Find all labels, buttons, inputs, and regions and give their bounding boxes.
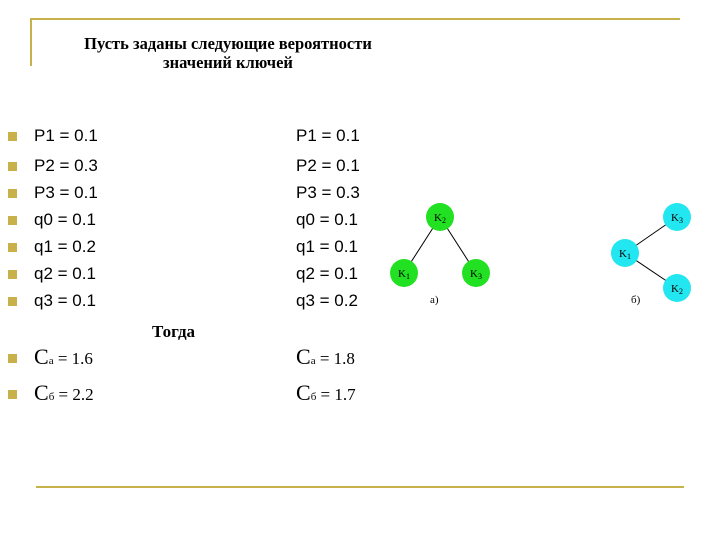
slide-title: Пусть заданы следующие вероятности значе… — [48, 34, 408, 72]
tree-a-node-right: K3 — [462, 259, 490, 287]
bullet-icon — [8, 243, 17, 252]
prob-left: P1 = 0.1 — [34, 126, 98, 145]
bullet-icon — [8, 390, 17, 399]
svg-text:K3: K3 — [671, 212, 683, 225]
cost-right: Cа = 1.8 — [296, 344, 355, 369]
prob-right: q0 = 0.1 — [296, 210, 358, 229]
svg-text:K3: K3 — [470, 268, 482, 281]
prob-right: P3 = 0.3 — [296, 183, 360, 202]
prob-left: q3 = 0.1 — [34, 291, 96, 310]
bullet-icon — [8, 162, 17, 171]
prob-left: q1 = 0.2 — [34, 237, 96, 256]
prob-right: P1 = 0.1 — [296, 126, 360, 145]
togda-label: Тогда — [152, 322, 196, 341]
cost-right: Cб = 1.7 — [296, 380, 356, 405]
bullet-icon — [8, 216, 17, 225]
svg-text:K1: K1 — [398, 268, 410, 281]
bullet-icon — [8, 270, 17, 279]
svg-text:K1: K1 — [619, 248, 631, 261]
tree-a-node-root: K2 — [426, 203, 454, 231]
tree-b-label: б) — [631, 294, 641, 306]
left-rule — [30, 18, 32, 66]
bottom-rule — [36, 486, 684, 488]
bullet-icon — [8, 297, 17, 306]
svg-text:K2: K2 — [434, 212, 446, 225]
prob-right: q3 = 0.2 — [296, 291, 358, 310]
tree-a: K2 K1 K3 а) — [390, 203, 490, 306]
tree-b-node-top: K3 — [663, 203, 691, 231]
bullet-icon — [8, 354, 17, 363]
prob-right: q1 = 0.1 — [296, 237, 358, 256]
title-line-1: Пусть заданы следующие вероятности — [84, 34, 372, 53]
bullet-icon — [8, 132, 17, 141]
svg-text:K2: K2 — [671, 283, 683, 296]
prob-left: P2 = 0.3 — [34, 156, 98, 175]
prob-left: q0 = 0.1 — [34, 210, 96, 229]
prob-left: q2 = 0.1 — [34, 264, 96, 283]
top-rule — [30, 18, 680, 20]
tree-b-node-root: K1 — [611, 239, 639, 267]
prob-right: P2 = 0.1 — [296, 156, 360, 175]
tree-b-node-bottom: K2 — [663, 274, 691, 302]
cost-left: Cб = 2.2 — [34, 380, 94, 405]
prob-right: q2 = 0.1 — [296, 264, 358, 283]
prob-left: P3 = 0.1 — [34, 183, 98, 202]
bullet-icon — [8, 189, 17, 198]
cost-left: Cа = 1.6 — [34, 344, 93, 369]
tree-b: K3 K1 K2 б) — [611, 203, 691, 306]
tree-a-node-left: K1 — [390, 259, 418, 287]
tree-a-label: а) — [430, 294, 439, 306]
title-line-2: значений ключей — [163, 53, 293, 72]
